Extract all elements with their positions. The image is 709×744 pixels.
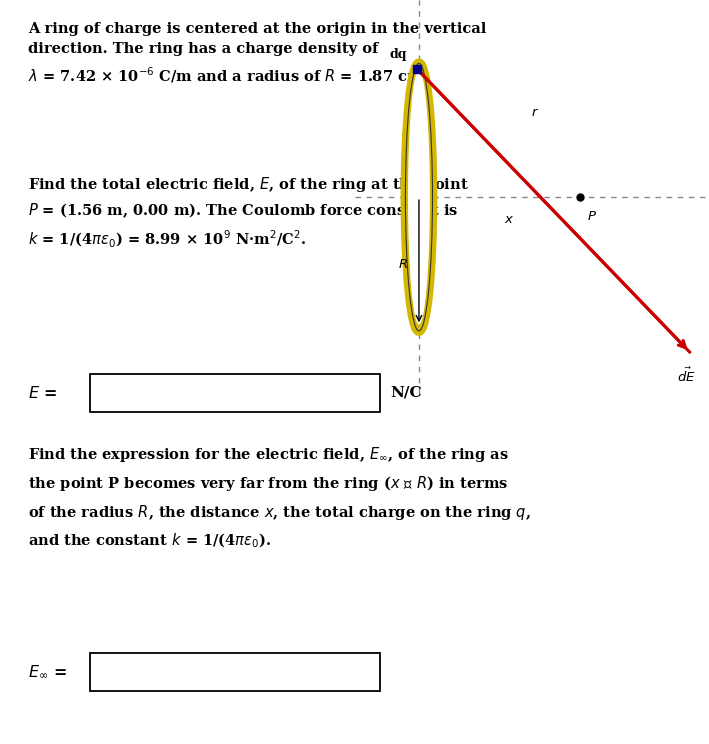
Text: Find the expression for the electric field, $E_{\infty}$, of the ring as
the poi: Find the expression for the electric fie… xyxy=(28,445,531,550)
Text: $E_{\infty}$ =: $E_{\infty}$ = xyxy=(28,664,67,681)
Text: $R$: $R$ xyxy=(398,257,408,271)
Bar xyxy=(90,374,380,412)
Bar xyxy=(90,653,380,691)
Text: $E$ =: $E$ = xyxy=(28,385,57,402)
Text: $\vec{dE}$: $\vec{dE}$ xyxy=(677,366,696,385)
Text: dq: dq xyxy=(390,48,408,60)
Ellipse shape xyxy=(408,70,430,324)
Text: $r$: $r$ xyxy=(531,106,539,119)
Text: Find the total electric field, $E$, of the ring at the point
$P$ = (1.56 m, 0.00: Find the total electric field, $E$, of t… xyxy=(28,175,469,250)
Text: A ring of charge is centered at the origin in the vertical
direction. The ring h: A ring of charge is centered at the orig… xyxy=(28,22,486,85)
Text: $P$: $P$ xyxy=(586,210,596,223)
Text: N/C: N/C xyxy=(390,386,422,400)
Text: $x$: $x$ xyxy=(504,213,514,225)
